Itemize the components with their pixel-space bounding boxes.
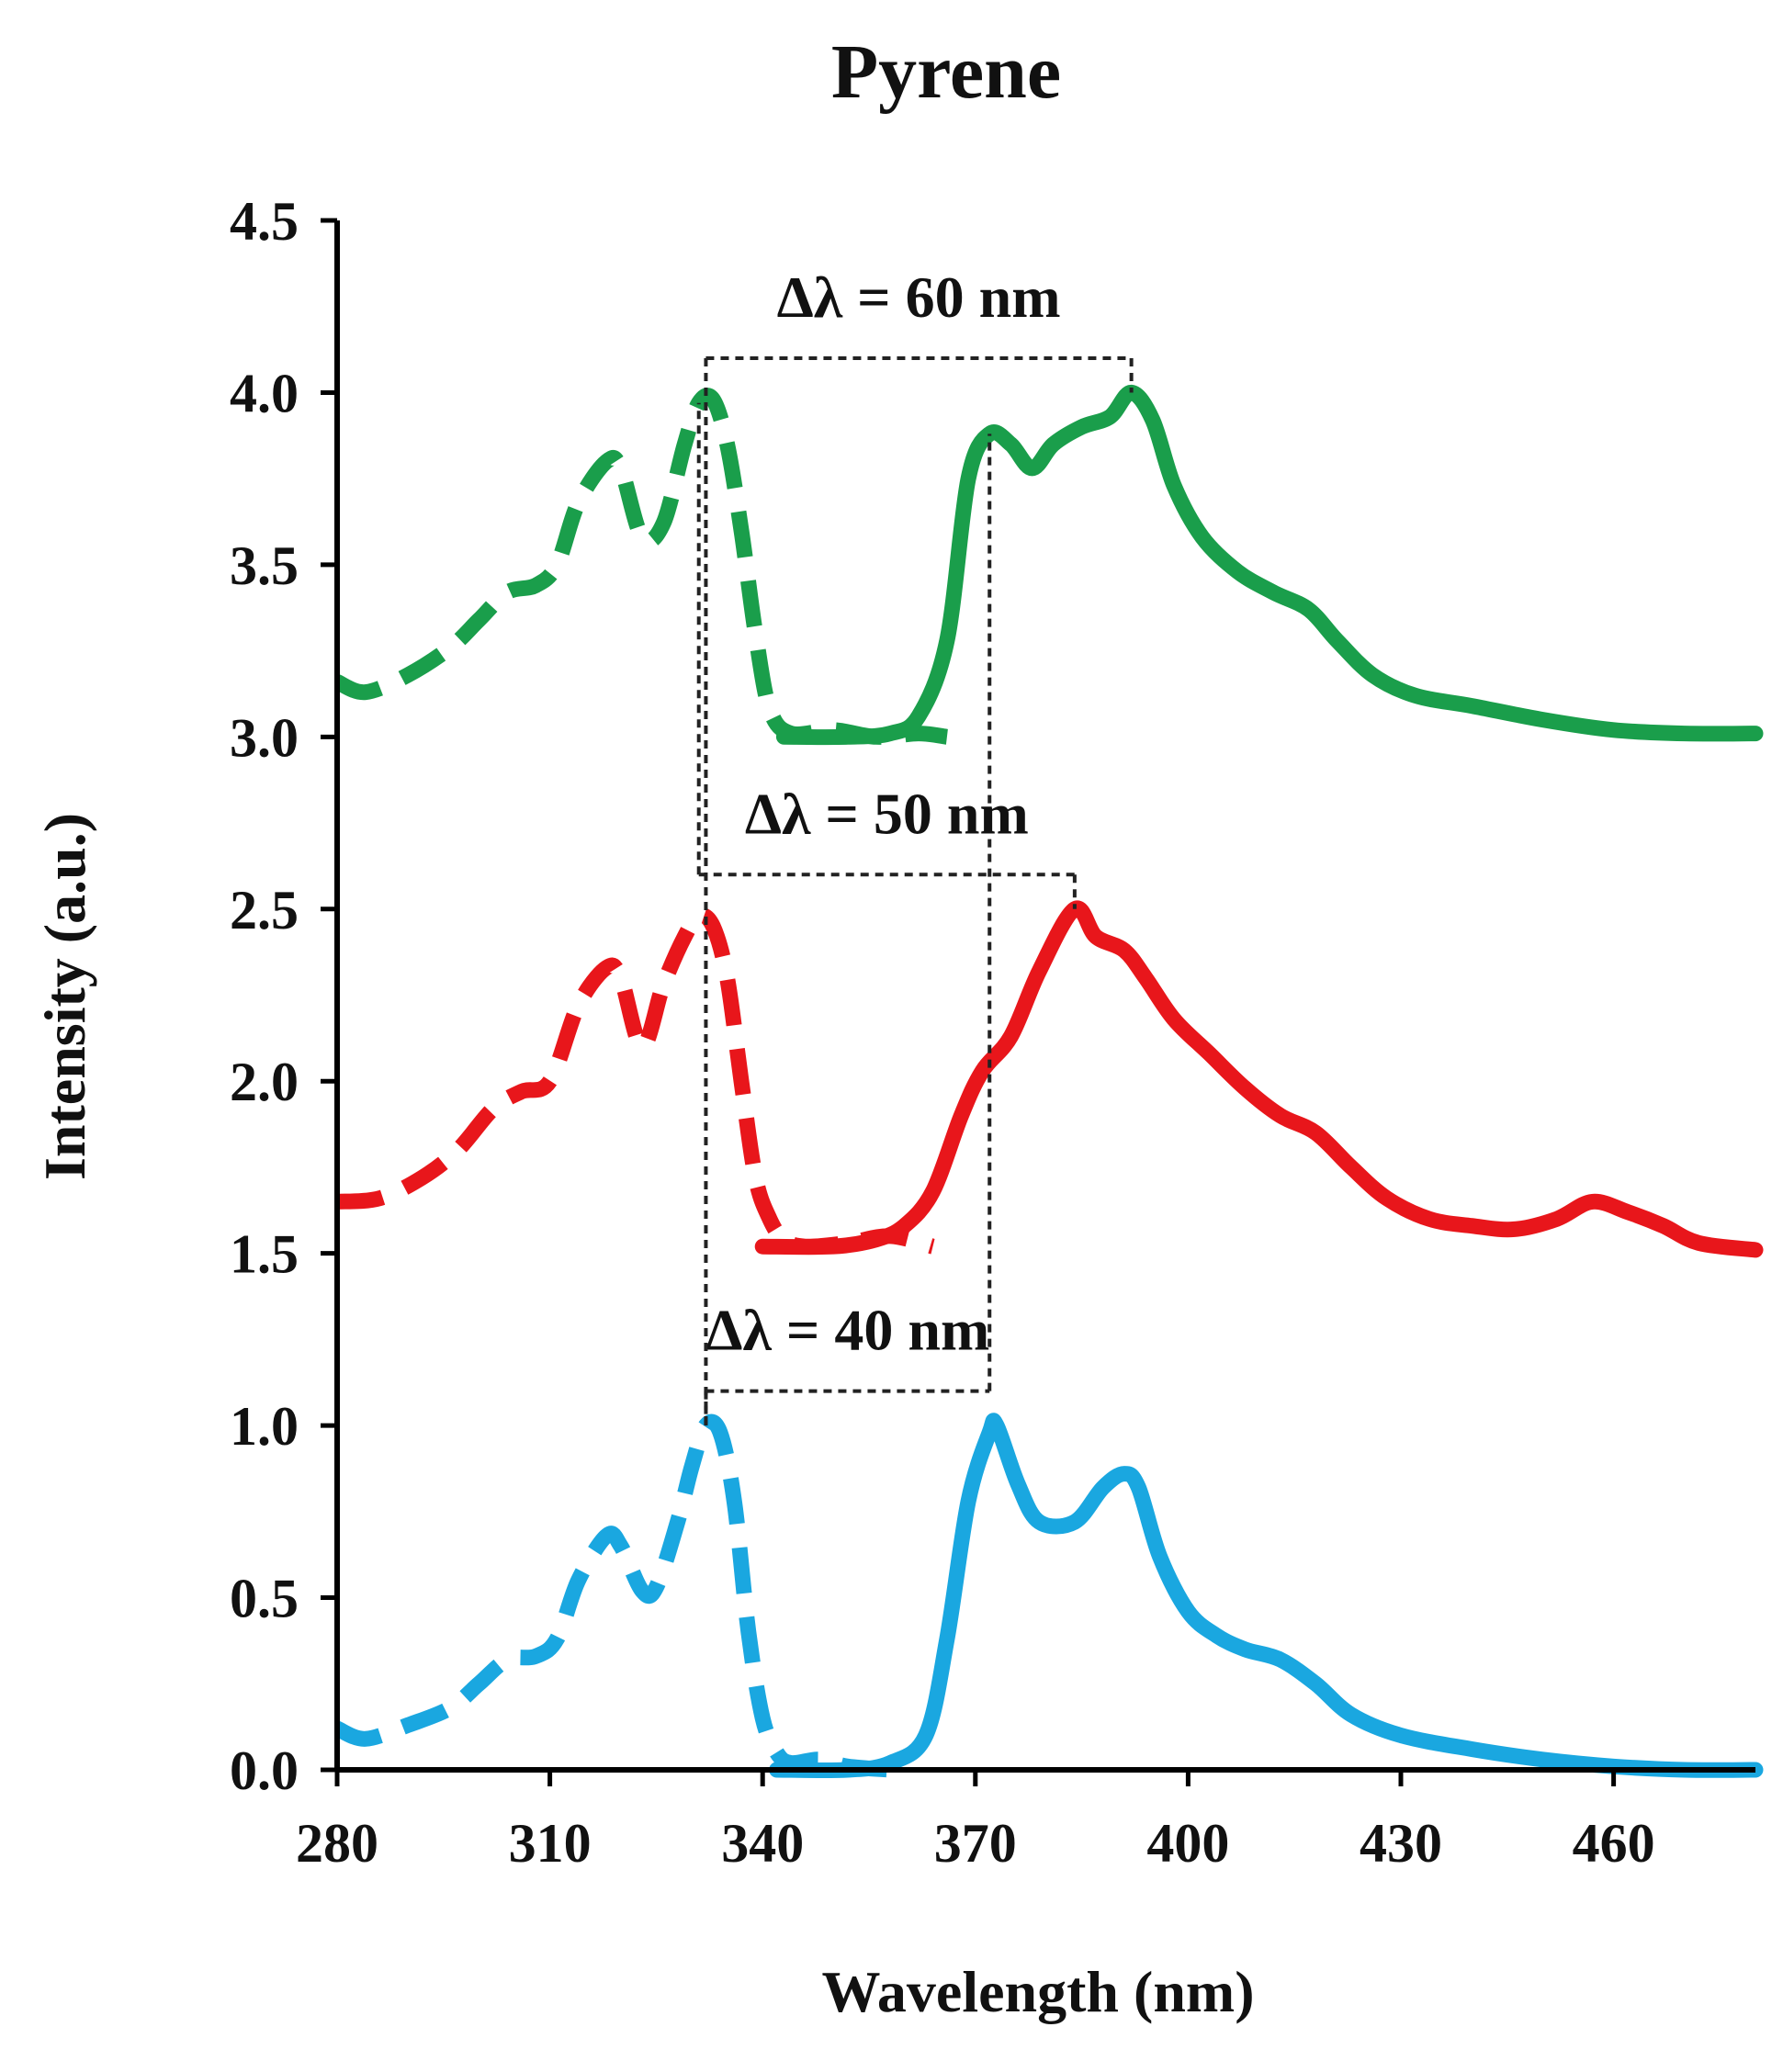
y-tick-label-1: 0.5 — [230, 1569, 299, 1629]
series-red-excitation — [336, 907, 935, 1255]
series-red-emission — [754, 900, 1764, 1258]
y-tick-label-2: 1.0 — [230, 1396, 299, 1457]
x-tick-label-1: 310 — [509, 1813, 592, 1874]
x-tick-label-5: 430 — [1360, 1813, 1442, 1874]
y-tick-label-0: 0.0 — [230, 1740, 299, 1801]
x-tick-label-2: 340 — [721, 1813, 804, 1874]
axes-layer: 0.0 0.5 1.0 1.5 2.0 2.5 3.0 3.5 4.0 4.5 280 310 340 3… — [230, 191, 1755, 1874]
chart-title: Pyrene — [831, 29, 1061, 115]
y-tick-label-8: 4.0 — [230, 363, 299, 423]
x-axis-title: Wavelength (nm) — [821, 1959, 1254, 2024]
series-blue-emission — [769, 1413, 1764, 1779]
annotation-layer: Δλ = 40 nm Δλ = 50 nm Δλ = 60 nm — [696, 265, 1134, 1426]
annotation-label-0: Δλ = 40 nm — [705, 1298, 989, 1363]
series-blue-excitation — [333, 1413, 891, 1778]
x-tick-label-4: 400 — [1146, 1813, 1229, 1874]
y-tick-label-5: 2.5 — [230, 880, 299, 940]
x-tick-label-6: 460 — [1573, 1813, 1655, 1874]
y-axis-title: Intensity (a.u.) — [32, 813, 97, 1180]
x-tick-label-3: 370 — [934, 1813, 1017, 1874]
y-tick-label-3: 1.5 — [230, 1224, 299, 1285]
y-tick-label-4: 2.0 — [230, 1052, 299, 1112]
annotation-label-2: Δλ = 60 nm — [777, 265, 1061, 330]
x-tick-label-0: 280 — [296, 1813, 378, 1874]
series-green-excitation — [333, 388, 949, 745]
annotation-label-1: Δλ = 50 nm — [745, 781, 1029, 846]
y-tick-label-6: 3.0 — [230, 707, 299, 768]
series-green-emission — [775, 384, 1764, 746]
series-layer — [333, 384, 1764, 1779]
y-tick-label-7: 3.5 — [230, 535, 299, 596]
y-tick-label-9: 4.5 — [230, 191, 299, 252]
